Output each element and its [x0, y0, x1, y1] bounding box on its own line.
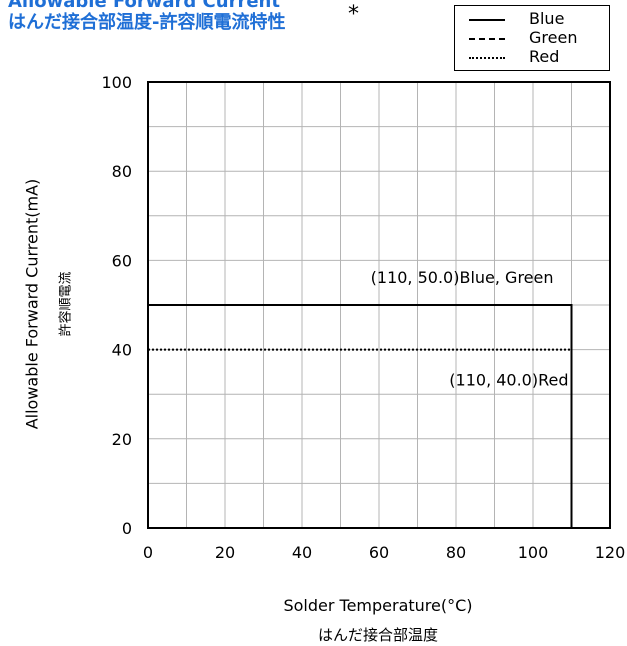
x-tick-label: 0 — [143, 543, 153, 562]
y-tick-label: 0 — [122, 519, 132, 538]
x-axis-label-japanese: はんだ接合部温度 — [317, 626, 439, 644]
legend-item-red: Red — [455, 47, 609, 67]
annotation-blue-green: (110, 50.0)Blue, Green — [371, 268, 554, 287]
legend-solid-line-icon — [469, 19, 505, 21]
legend-dashed-line-icon — [469, 38, 505, 40]
legend-item-blue: Blue — [455, 9, 609, 29]
x-axis-label: Solder Temperature(°C) — [283, 596, 473, 615]
plot-frame — [147, 81, 611, 529]
x-tick-label: 120 — [595, 543, 626, 562]
chart-title-japanese: はんだ接合部温度-許容順電流特性 — [8, 12, 286, 33]
legend-label-red: Red — [529, 47, 560, 66]
legend-dotted-line-icon — [469, 57, 505, 59]
legend-label-blue: Blue — [529, 9, 565, 28]
annotation-red: (110, 40.0)Red — [449, 371, 568, 390]
x-tick-label: 60 — [369, 543, 389, 562]
y-tick-label: 20 — [112, 430, 132, 449]
legend: Blue Green Red — [454, 5, 610, 71]
chart-title: Allowable Forward Current — [8, 0, 280, 12]
x-tick-label: 100 — [518, 543, 549, 562]
y-tick-label: 60 — [112, 251, 132, 270]
legend-label-green: Green — [529, 28, 578, 47]
series-line-blue — [148, 304, 573, 528]
x-tick-label: 20 — [215, 543, 235, 562]
series-line-red — [148, 348, 573, 528]
y-tick-label: 80 — [112, 162, 132, 181]
legend-item-green: Green — [455, 28, 609, 48]
y-tick-label: 40 — [112, 341, 132, 360]
title-asterisk: * — [348, 2, 359, 27]
x-tick-label: 40 — [292, 543, 312, 562]
y-tick-label: 100 — [101, 73, 132, 92]
x-tick-label: 80 — [446, 543, 466, 562]
series-line-green — [148, 304, 573, 528]
